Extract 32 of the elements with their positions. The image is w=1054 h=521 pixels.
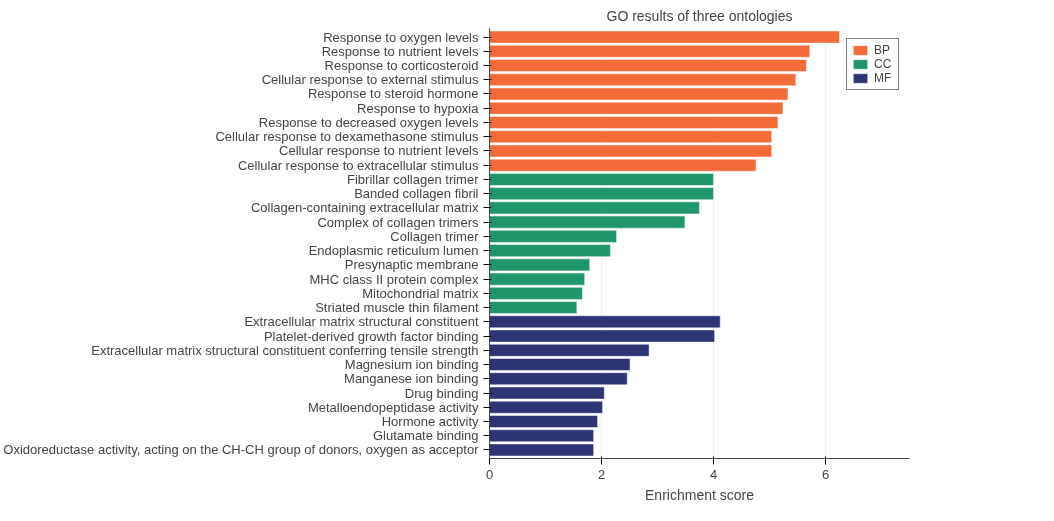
y-tick-label: Fibrillar collagen trimer	[347, 171, 480, 187]
legend-label: BP	[874, 43, 891, 57]
legend-label: CC	[874, 57, 893, 71]
y-tick-label: Endoplasmic reticulum lumen	[308, 243, 479, 259]
y-tick-label: Banded collagen fibril	[354, 186, 479, 202]
y-tick-label: Cellular response to dexamethasone stimulus	[215, 129, 479, 145]
x-tick-label: 0	[485, 466, 494, 482]
y-tick-label: Extracellular matrix structural constituent	[244, 314, 479, 330]
y-tick-label: Response to corticosteroid	[324, 58, 479, 74]
y-tick-label: Striated muscle thin filament	[315, 300, 479, 316]
y-tick-label: Response to hypoxia	[357, 100, 480, 116]
legend-label: MF	[874, 71, 893, 85]
x-axis-title: Enrichment score	[645, 486, 755, 503]
y-tick-label: Glutamate binding	[372, 428, 479, 444]
y-tick-label: Cellular response to extracellular stimulus	[237, 157, 479, 173]
x-tick-label: 6	[821, 466, 830, 482]
y-tick-label: Complex of collagen trimers	[317, 214, 479, 230]
x-tick-label: 4	[709, 466, 718, 482]
y-tick-label: Presynaptic membrane	[344, 257, 479, 273]
y-tick-label: Magnesium ion binding	[344, 357, 479, 373]
y-tick-label: Cellular response to nutrient levels	[279, 143, 479, 159]
y-tick-label: Platelet-derived growth factor binding	[263, 328, 479, 344]
y-tick-label: Response to oxygen levels	[323, 29, 479, 45]
x-tick-label: 2	[597, 466, 606, 482]
y-tick-label: Oxidoreductase activity, acting on the CH-CH group of donors, oxygen as acceptor	[3, 442, 480, 458]
y-tick-label: Collagen-containing extracellular matrix	[250, 200, 479, 216]
y-tick-label: MHC class II protein complex	[309, 271, 479, 287]
y-tick-label: Response to steroid hormone	[307, 86, 479, 102]
y-tick-label: Manganese ion binding	[344, 371, 479, 387]
chart-title: GO results of three ontologies	[606, 7, 793, 24]
y-tick-label: Cellular response to external stimulus	[261, 72, 479, 88]
y-tick-label: Drug binding	[404, 385, 479, 401]
